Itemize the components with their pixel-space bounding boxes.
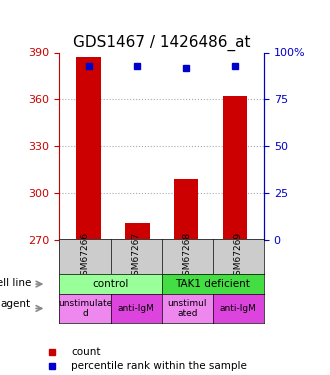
Bar [77, 57, 101, 240]
Bar [223, 96, 247, 240]
Title: GDS1467 / 1426486_at: GDS1467 / 1426486_at [73, 35, 250, 51]
Text: GSM67268: GSM67268 [183, 232, 192, 281]
Text: unstimulate
d: unstimulate d [58, 299, 112, 318]
Bar [174, 179, 198, 240]
Text: TAK1 deficient: TAK1 deficient [176, 279, 250, 289]
Text: GSM67269: GSM67269 [234, 232, 243, 281]
Text: anti-IgM: anti-IgM [220, 304, 257, 313]
Text: control: control [92, 279, 129, 289]
Text: anti-IgM: anti-IgM [118, 304, 154, 313]
Text: cell line: cell line [0, 278, 31, 288]
Text: count: count [71, 347, 101, 357]
Text: GSM67267: GSM67267 [132, 232, 141, 281]
Text: unstimul
ated: unstimul ated [168, 299, 207, 318]
Bar [125, 223, 149, 240]
Text: agent: agent [1, 299, 31, 309]
Text: GSM67266: GSM67266 [81, 232, 89, 281]
Text: percentile rank within the sample: percentile rank within the sample [71, 361, 247, 371]
